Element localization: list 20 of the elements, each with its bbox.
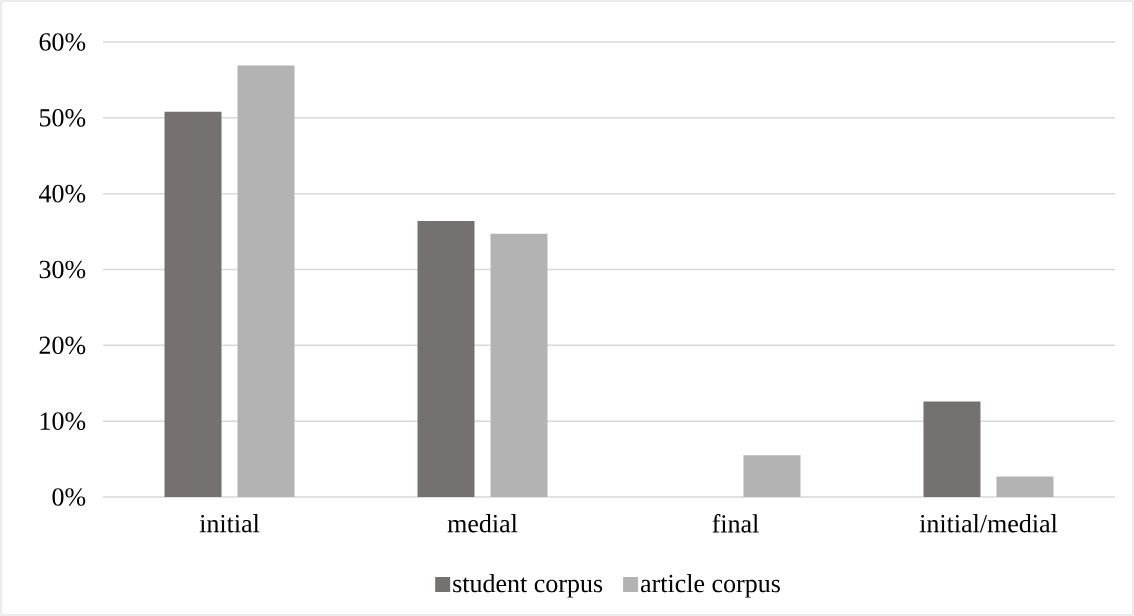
legend-label: article corpus xyxy=(640,574,780,598)
x-tick-label: medial xyxy=(447,514,518,533)
y-tick-label: 50% xyxy=(40,109,86,127)
bar xyxy=(490,233,548,497)
legend-label: student corpus xyxy=(453,574,603,598)
y-tick-label: 30% xyxy=(39,260,86,279)
y-tick-label: 60% xyxy=(39,33,86,51)
bar xyxy=(237,65,295,497)
bar xyxy=(743,455,801,497)
bar xyxy=(996,476,1054,497)
y-tick-label: 0% xyxy=(52,488,86,506)
bar xyxy=(923,401,981,497)
bar xyxy=(417,220,475,497)
x-tick-label: final xyxy=(712,514,759,533)
y-tick-label: 10% xyxy=(40,412,86,430)
bar xyxy=(164,111,222,497)
y-tick-label: 20% xyxy=(39,336,86,355)
x-tick-label: initial/medial xyxy=(919,514,1058,533)
y-tick-label: 40% xyxy=(39,184,86,203)
x-tick-label: initial xyxy=(199,514,260,533)
